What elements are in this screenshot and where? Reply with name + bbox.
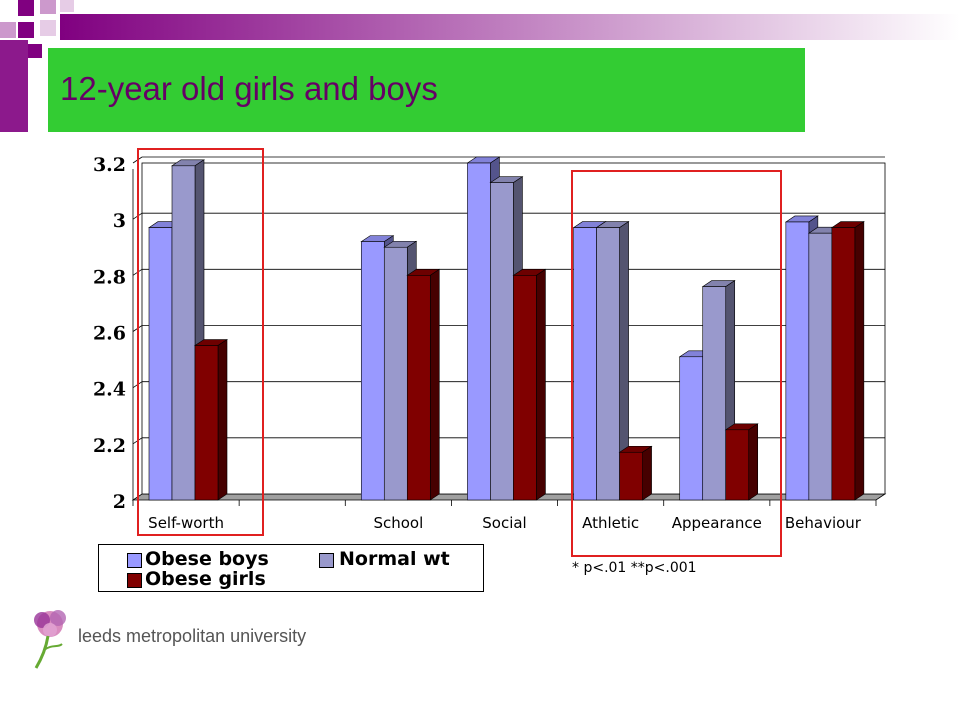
bar (725, 429, 750, 501)
legend-swatch-obese-boys (127, 553, 142, 568)
y-tick-label: 2.8 (93, 266, 126, 288)
x-tick-label: Athletic (582, 514, 639, 532)
significance-note: * p<.01 **p<.001 (572, 560, 697, 576)
decorative-top-bar (60, 14, 960, 40)
university-name: leeds metropolitan university (78, 626, 307, 646)
y-tick-label: 2.2 (93, 435, 126, 457)
bar-side (429, 268, 440, 501)
bar (831, 227, 856, 501)
bar (171, 165, 196, 501)
bar (467, 162, 491, 501)
university-logo: leeds metropolitan university (28, 604, 306, 672)
bar (702, 286, 727, 501)
bar (785, 221, 810, 501)
y-tick-label: 2.6 (93, 323, 126, 345)
highlight-box-athletic-appearance (571, 170, 782, 557)
x-tick-label: Behaviour (785, 514, 862, 532)
y-tick-label: 3.2 (93, 154, 126, 176)
x-tick-label: Appearance (672, 514, 762, 532)
title-banner: 12-year old girls and boys (48, 48, 805, 132)
chart-legend: Obese boys Normal wt Obese girls (98, 544, 484, 592)
bar (406, 275, 431, 501)
x-tick-label: Social (482, 514, 526, 532)
bar (490, 182, 514, 501)
bar (513, 275, 537, 501)
slide-title: 12-year old girls and boys (60, 70, 438, 107)
flower-logo-icon (34, 610, 66, 669)
bar (808, 232, 833, 501)
legend-label-obese-boys: Obese boys (145, 548, 269, 570)
bar (194, 345, 219, 501)
bar-side (854, 221, 865, 501)
bar (360, 241, 385, 501)
bar-side (536, 268, 546, 501)
y-tick-label: 3 (113, 210, 126, 232)
top-bar-graphic (60, 14, 960, 40)
highlight-box-self-worth (137, 148, 264, 536)
y-tick-label: 2.4 (93, 379, 126, 401)
legend-swatch-obese-girls (127, 573, 142, 588)
bar (619, 451, 643, 501)
legend-label-obese-girls: Obese girls (145, 568, 266, 590)
bar (383, 246, 408, 501)
x-tick-label: Self-worth (148, 514, 224, 532)
legend-label-normal-wt: Normal wt (339, 548, 450, 570)
x-tick-label: School (373, 514, 423, 532)
bar (596, 227, 620, 501)
y-tick-label: 2 (113, 491, 126, 513)
legend-swatch-normal-wt (319, 553, 334, 568)
